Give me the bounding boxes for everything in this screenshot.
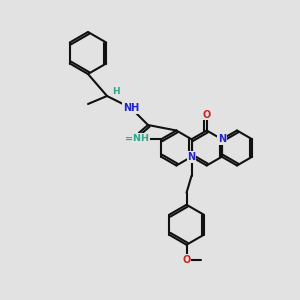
Text: NH: NH: [123, 103, 139, 113]
Text: O: O: [182, 255, 191, 265]
Text: =NH: =NH: [125, 134, 149, 143]
Text: H: H: [112, 88, 120, 97]
Text: N: N: [188, 152, 196, 162]
Text: N: N: [218, 134, 226, 144]
Text: O: O: [202, 110, 211, 119]
Text: O: O: [129, 133, 137, 143]
Text: N: N: [218, 134, 226, 144]
